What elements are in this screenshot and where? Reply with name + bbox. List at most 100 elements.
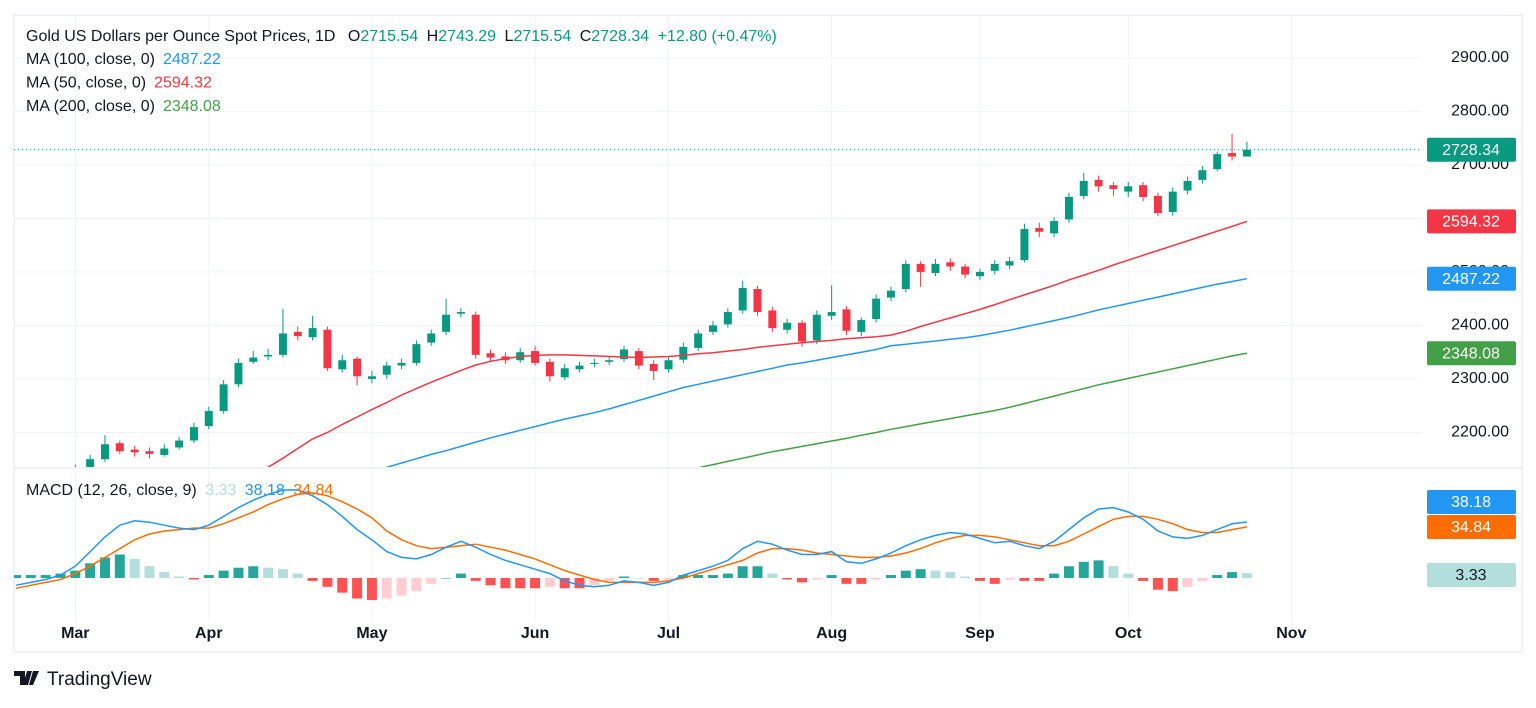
candle-body	[486, 353, 495, 358]
candle-body	[160, 448, 169, 455]
candle-body	[1198, 170, 1207, 180]
macd-histogram-bar	[1004, 577, 1015, 580]
macd-histogram-bar	[737, 566, 748, 578]
candle-body	[872, 298, 881, 320]
candle-body	[12, 515, 20, 520]
macd-legend: MACD (12, 26, close, 9) 3.33 38.18 34.84	[26, 482, 333, 499]
candle-body	[797, 322, 806, 342]
macd-histogram-bar	[708, 575, 719, 578]
macd-histogram-bar	[1078, 561, 1089, 578]
candle-body	[575, 365, 584, 370]
macd-histogram-bar	[352, 577, 363, 599]
macd-histogram-bar	[455, 573, 466, 578]
macd-histogram-bar	[114, 554, 125, 578]
candle-body	[293, 331, 302, 337]
change: +12.80	[658, 28, 707, 45]
price-legend: Gold US Dollars per Ounce Spot Prices, 1…	[26, 28, 777, 45]
macd-histogram-bar	[559, 577, 570, 589]
candle-body	[827, 312, 836, 316]
candle-body	[1242, 149, 1251, 157]
macd-histogram-bar	[396, 577, 407, 596]
ohlc-value: 2715.54	[360, 28, 418, 45]
candle-body	[338, 360, 347, 370]
candle-body	[1020, 229, 1029, 261]
candle-body	[1153, 195, 1162, 214]
ohlc-label: H	[427, 28, 439, 45]
ma-value: 2348.08	[163, 98, 221, 115]
y-tick-label: 2200.00	[1451, 424, 1509, 441]
macd-histogram-bar	[1241, 573, 1252, 578]
macd-histogram-bar	[307, 577, 318, 581]
macd-histogram-bar	[233, 567, 244, 578]
macd-histogram-bar	[544, 577, 555, 587]
ma-legend: MA (100, close, 0) 2487.22 MA (50, close, …	[26, 51, 221, 115]
macd-histogram-bar	[826, 575, 837, 578]
macd-histogram-bar	[574, 577, 585, 589]
grid	[14, 15, 1422, 622]
candle-body	[27, 507, 35, 515]
candle-body	[783, 322, 792, 330]
macd-histogram-bar	[381, 577, 392, 599]
candle-body	[308, 328, 317, 338]
ma-badge	[1427, 266, 1516, 291]
candle-body	[264, 354, 273, 357]
candle-body	[1064, 196, 1073, 220]
ma-legend-item: MA (200, close, 0) 2348.08	[26, 98, 221, 115]
ma-legend-item: MA (100, close, 0) 2487.22	[26, 51, 221, 68]
macd-histogram-bar	[589, 577, 600, 586]
macd-histogram-bar	[604, 577, 615, 581]
macd-histogram-bar	[1108, 566, 1119, 578]
candle-body	[323, 329, 332, 369]
frame	[13, 14, 1523, 653]
candle-body	[1228, 153, 1237, 157]
candle-body	[204, 411, 213, 427]
candle-body	[723, 312, 732, 325]
y-tick-label: 2900.00	[1451, 49, 1509, 66]
macd-histogram-bar	[129, 558, 140, 578]
candle-body	[1213, 154, 1222, 170]
candle-body	[649, 363, 658, 371]
macd-histogram-bar	[1167, 577, 1178, 592]
candle-body	[249, 357, 258, 362]
x-tick-label: Mar	[61, 625, 89, 642]
macd-histogram-bar	[515, 577, 526, 589]
macd-histogram-bar	[366, 577, 377, 600]
macd-histogram-bar	[159, 572, 170, 578]
candle-body	[545, 361, 554, 377]
candle-body	[471, 314, 480, 355]
macd-histogram-bar	[856, 577, 867, 584]
ohlc-label: L	[505, 28, 514, 45]
macd-histogram-bar	[1034, 577, 1045, 581]
macd-histogram-bar	[277, 569, 288, 578]
x-tick-label: May	[356, 625, 387, 642]
candle-body	[1050, 221, 1059, 234]
candle-body	[219, 384, 228, 412]
macd-histogram-bar	[40, 575, 51, 578]
macd-histogram-bar	[633, 577, 644, 579]
candle-body	[412, 344, 421, 363]
macd-histogram-bar	[1019, 577, 1030, 581]
candle-body	[442, 314, 451, 332]
macd-histogram-bar	[218, 570, 229, 578]
macd-histogram-bar	[99, 557, 110, 578]
macd-histogram-bar	[485, 577, 496, 586]
ma-badge	[1427, 341, 1516, 366]
macd-histogram-bar	[752, 566, 763, 578]
candle-body	[886, 290, 895, 298]
candle-body	[531, 351, 540, 363]
candle-body	[857, 320, 866, 332]
macd-histogram-bar	[203, 575, 214, 578]
candle-body	[753, 289, 762, 313]
candle-body	[278, 333, 287, 355]
ma-label: 2594.32	[1442, 214, 1500, 231]
macd-histogram-bar	[14, 575, 21, 578]
signal-value: 34.84	[293, 482, 333, 499]
macd-histogram-bar	[811, 577, 822, 580]
macd-line	[15, 489, 1247, 588]
candle-body	[664, 360, 673, 370]
macd-histogram-bar	[782, 577, 793, 580]
macd-histogram-bar	[841, 577, 852, 584]
macd-histogram-bar	[960, 576, 971, 578]
change-pct: (+0.47%)	[711, 28, 776, 45]
